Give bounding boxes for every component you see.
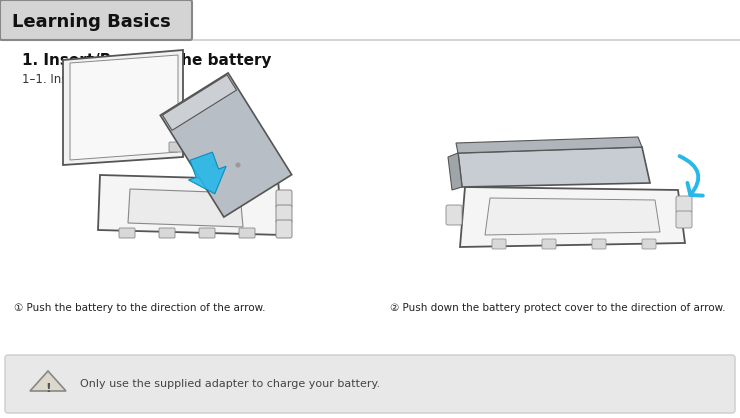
Polygon shape (98, 175, 283, 235)
FancyBboxPatch shape (592, 239, 606, 249)
FancyBboxPatch shape (239, 228, 255, 238)
Polygon shape (460, 187, 685, 247)
Polygon shape (189, 152, 226, 194)
Text: !: ! (45, 382, 51, 395)
FancyBboxPatch shape (446, 205, 462, 225)
FancyBboxPatch shape (642, 239, 656, 249)
Polygon shape (163, 75, 237, 130)
FancyBboxPatch shape (0, 0, 192, 40)
Text: 1. Insert/Remove the battery: 1. Insert/Remove the battery (22, 53, 272, 67)
Polygon shape (63, 50, 183, 165)
Polygon shape (485, 198, 660, 235)
FancyBboxPatch shape (119, 228, 135, 238)
FancyBboxPatch shape (5, 355, 735, 413)
FancyBboxPatch shape (199, 228, 215, 238)
Polygon shape (456, 137, 642, 153)
Polygon shape (448, 153, 462, 190)
Text: ② Push down the battery protect cover to the direction of arrow.: ② Push down the battery protect cover to… (390, 303, 725, 313)
Text: 1–1. Insert the battery: 1–1. Insert the battery (22, 74, 155, 87)
Circle shape (235, 163, 240, 168)
Text: Only use the supplied adapter to charge your battery.: Only use the supplied adapter to charge … (80, 379, 380, 389)
FancyBboxPatch shape (169, 142, 193, 152)
FancyBboxPatch shape (276, 190, 292, 208)
Text: Learning Basics: Learning Basics (12, 13, 171, 31)
FancyBboxPatch shape (276, 220, 292, 238)
Text: ① Push the battery to the direction of the arrow.: ① Push the battery to the direction of t… (14, 303, 266, 313)
Polygon shape (128, 189, 243, 227)
Circle shape (212, 163, 217, 168)
FancyBboxPatch shape (492, 239, 506, 249)
Polygon shape (30, 371, 66, 391)
FancyBboxPatch shape (159, 228, 175, 238)
Polygon shape (458, 147, 650, 187)
FancyBboxPatch shape (676, 196, 692, 213)
FancyBboxPatch shape (676, 211, 692, 228)
Polygon shape (70, 55, 178, 160)
FancyBboxPatch shape (276, 205, 292, 223)
FancyBboxPatch shape (542, 239, 556, 249)
Polygon shape (161, 73, 292, 217)
